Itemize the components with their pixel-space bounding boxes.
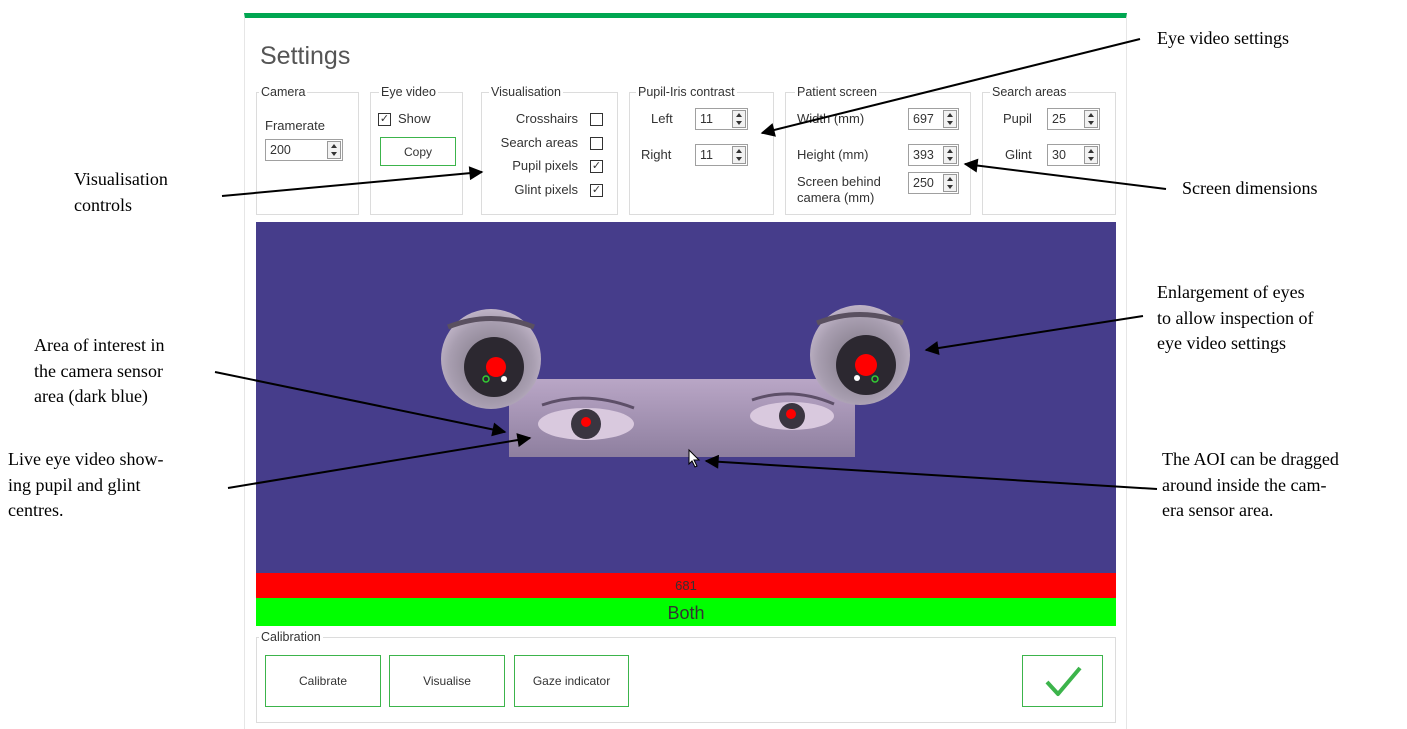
annotation: Eye video settings: [1157, 26, 1289, 52]
annotation-line: centres.: [8, 498, 163, 524]
annotation-line: area (dark blue): [34, 384, 164, 410]
annotation-line: around inside the cam-: [1162, 473, 1339, 499]
annotation-line: era sensor area.: [1162, 498, 1339, 524]
arrow: [762, 39, 1140, 133]
annotation-line: Enlargement of eyes: [1157, 280, 1313, 306]
annotation-line: the camera sensor: [34, 359, 164, 385]
annotation-line: Screen dimensions: [1182, 176, 1317, 202]
annotation-line: ing pupil and glint: [8, 473, 163, 499]
annotation-line: Eye video settings: [1157, 26, 1289, 52]
annotation-line: to allow inspection of: [1157, 306, 1313, 332]
arrow: [926, 316, 1143, 350]
annotation-arrows: [0, 0, 1407, 729]
page: { "title": "Settings", "camera": {"label…: [0, 0, 1407, 729]
annotation: Screen dimensions: [1182, 176, 1317, 202]
arrow: [965, 164, 1166, 189]
arrow: [222, 172, 482, 196]
arrow: [228, 438, 530, 488]
annotation-line: The AOI can be dragged: [1162, 447, 1339, 473]
annotation-line: eye video settings: [1157, 331, 1313, 357]
arrow: [706, 461, 1157, 489]
annotation-line: controls: [74, 193, 168, 219]
annotation-line: Live eye video show-: [8, 447, 163, 473]
arrow: [215, 372, 505, 432]
annotation-line: Visualisation: [74, 167, 168, 193]
annotation-line: Area of interest in: [34, 333, 164, 359]
